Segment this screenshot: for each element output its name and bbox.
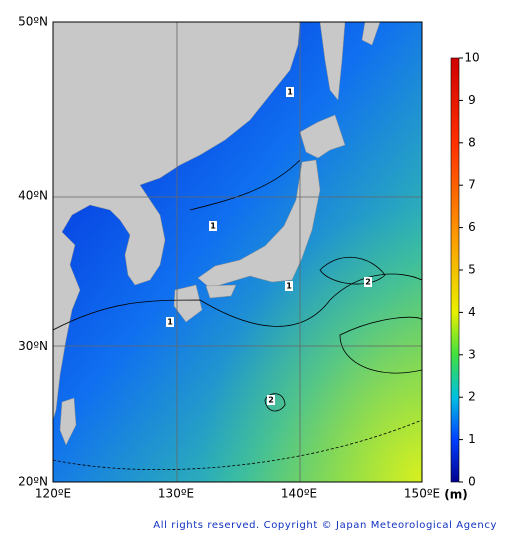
contour-label: 2 bbox=[365, 278, 371, 287]
lat-label: 50ºN bbox=[18, 15, 48, 29]
map-frame bbox=[52, 21, 423, 483]
lon-label: 150ºE bbox=[404, 487, 440, 501]
lat-label: 20ºN bbox=[18, 475, 48, 489]
contour-label: 1 bbox=[167, 318, 173, 327]
colorbar-unit: (m) bbox=[444, 488, 467, 502]
graticule bbox=[53, 22, 422, 482]
contours bbox=[53, 159, 422, 471]
contour-label-box bbox=[166, 317, 174, 327]
colorbar-tick-label: 5 bbox=[468, 263, 476, 277]
colorbar-tick-label: 9 bbox=[468, 93, 476, 107]
contour-label: 1 bbox=[286, 282, 292, 291]
colorbar-tick-label: 7 bbox=[468, 178, 476, 192]
colorbar-tick-label: 1 bbox=[468, 432, 476, 446]
lat-label: 40ºN bbox=[18, 189, 48, 203]
lon-label: 120ºE bbox=[35, 487, 71, 501]
contour-label-box bbox=[285, 281, 293, 291]
lon-label: 130ºE bbox=[158, 487, 194, 501]
contour-label: 1 bbox=[287, 88, 293, 97]
colorbar-tick-label: 3 bbox=[468, 347, 476, 361]
contour-label-box bbox=[286, 87, 294, 97]
colorbar-tick-label: 4 bbox=[468, 305, 476, 319]
contour-label-box bbox=[267, 395, 275, 405]
lat-label: 30ºN bbox=[18, 339, 48, 353]
colorbar-tick-label: 6 bbox=[468, 220, 476, 234]
copyright: All rights reserved. Copyright © Japan M… bbox=[153, 520, 497, 531]
contour-label-box bbox=[209, 221, 217, 231]
contour-label: 1 bbox=[210, 222, 216, 231]
contour-label: 2 bbox=[268, 396, 274, 405]
colorbar bbox=[450, 57, 460, 483]
colorbar-tick-label: 0 bbox=[468, 475, 476, 489]
colorbar-tick-label: 10 bbox=[464, 51, 479, 65]
map-area bbox=[53, 22, 422, 482]
contour-label-box bbox=[364, 277, 372, 287]
lon-label: 140ºE bbox=[281, 487, 317, 501]
colorbar-tick-label: 8 bbox=[468, 135, 476, 149]
land bbox=[53, 22, 381, 446]
colorbar-tick-label: 2 bbox=[468, 390, 476, 404]
